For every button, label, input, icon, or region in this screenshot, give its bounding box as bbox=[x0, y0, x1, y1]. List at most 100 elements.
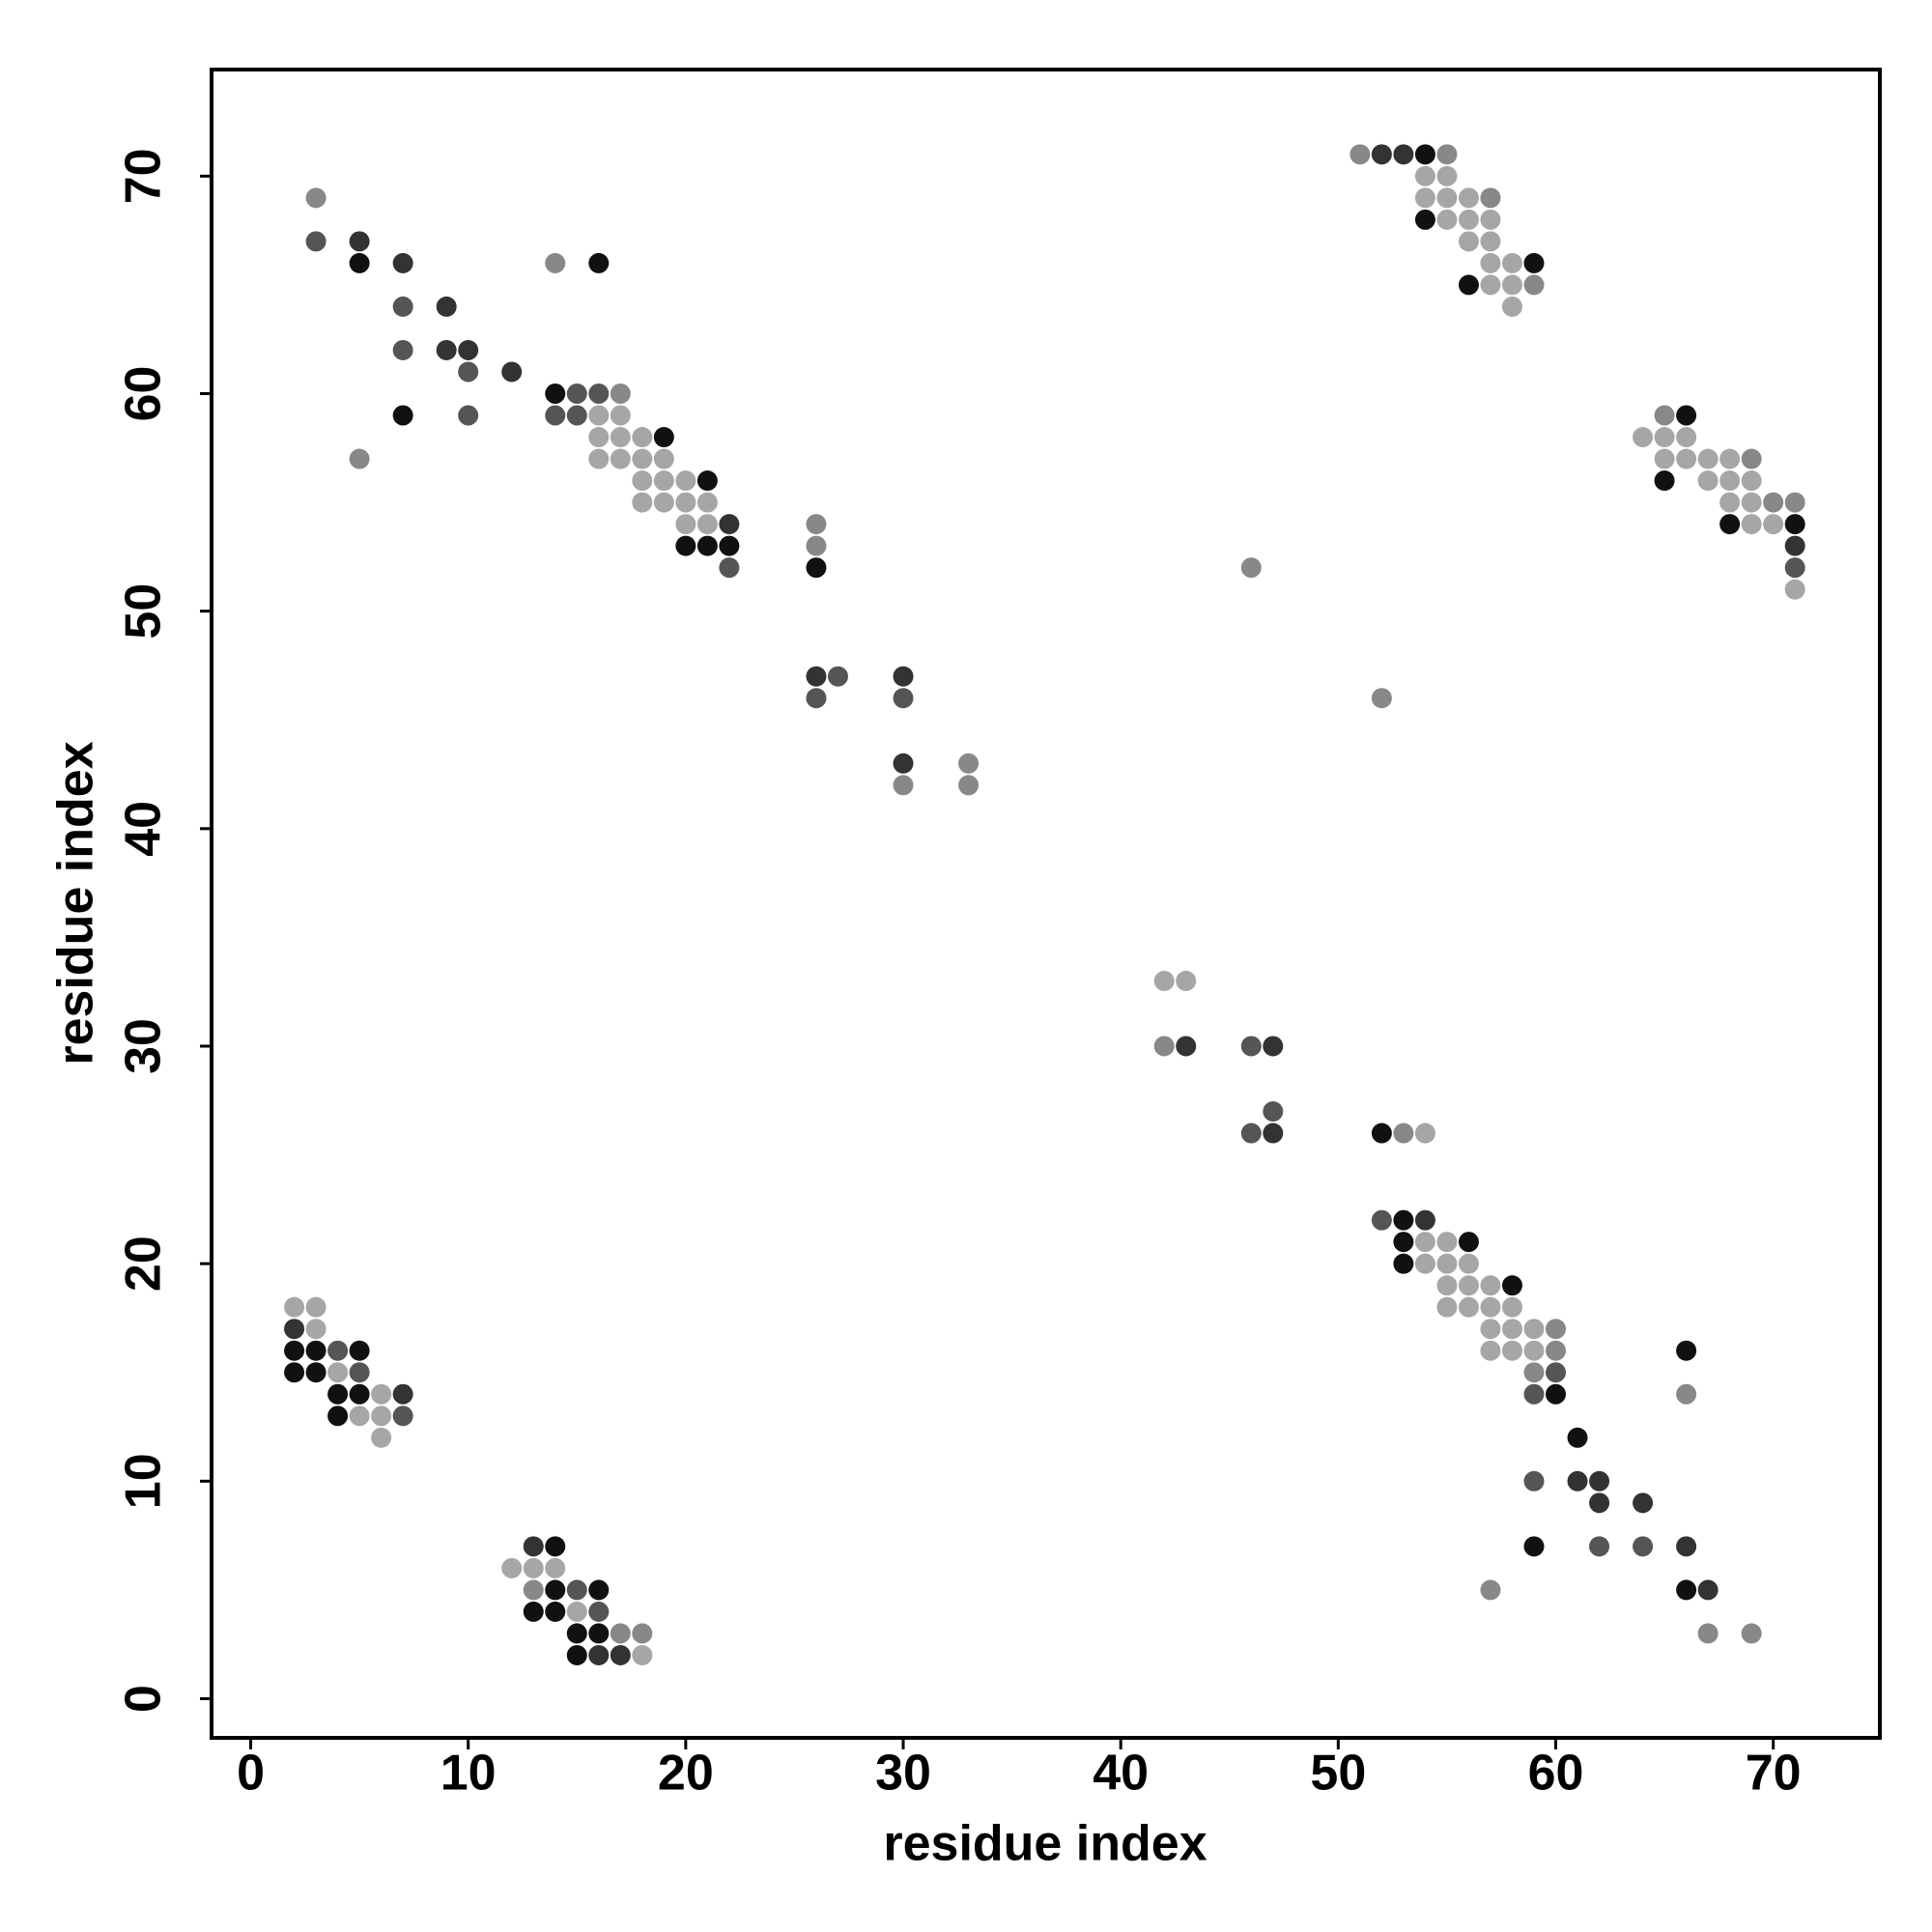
point bbox=[566, 1601, 587, 1622]
point bbox=[696, 470, 718, 492]
y-tick-label: 50 bbox=[116, 583, 172, 639]
point bbox=[305, 1319, 327, 1340]
plot-frame bbox=[210, 68, 1882, 1740]
point bbox=[545, 405, 566, 426]
x-tick-label: 30 bbox=[875, 1746, 931, 1802]
point bbox=[327, 1362, 349, 1383]
point bbox=[653, 492, 674, 513]
point bbox=[1763, 514, 1784, 535]
point bbox=[392, 339, 413, 360]
point bbox=[1458, 209, 1479, 230]
point bbox=[305, 1362, 327, 1383]
point bbox=[523, 1536, 544, 1557]
point bbox=[1697, 1623, 1719, 1644]
point bbox=[696, 535, 718, 556]
point bbox=[1741, 514, 1762, 535]
point bbox=[1414, 1209, 1435, 1231]
point bbox=[893, 753, 914, 774]
point bbox=[632, 1623, 653, 1644]
point bbox=[1436, 144, 1458, 165]
point bbox=[1523, 1340, 1545, 1361]
point bbox=[305, 231, 327, 252]
x-axis-title: residue index bbox=[883, 1816, 1207, 1872]
point bbox=[632, 470, 653, 492]
point bbox=[392, 296, 413, 317]
point bbox=[566, 1579, 587, 1601]
point bbox=[588, 1601, 610, 1622]
point bbox=[1719, 492, 1741, 513]
point bbox=[1414, 1232, 1435, 1253]
point bbox=[566, 405, 587, 426]
point bbox=[1176, 970, 1197, 991]
point bbox=[806, 666, 827, 687]
point bbox=[1458, 1275, 1479, 1296]
point bbox=[1371, 144, 1392, 165]
point bbox=[284, 1319, 305, 1340]
point bbox=[1263, 1036, 1284, 1057]
point bbox=[1393, 1253, 1414, 1274]
point bbox=[1480, 1579, 1501, 1601]
point bbox=[1523, 274, 1545, 296]
point bbox=[1676, 1340, 1697, 1361]
point bbox=[501, 1557, 523, 1578]
point bbox=[1480, 252, 1501, 273]
point bbox=[1741, 1623, 1762, 1644]
point bbox=[806, 535, 827, 556]
point bbox=[1654, 427, 1675, 448]
point bbox=[327, 1340, 349, 1361]
point bbox=[610, 448, 631, 469]
point bbox=[1414, 1122, 1435, 1144]
point bbox=[501, 361, 523, 383]
point bbox=[653, 470, 674, 492]
point bbox=[1546, 1319, 1567, 1340]
point bbox=[327, 1406, 349, 1427]
point bbox=[458, 405, 479, 426]
point bbox=[1414, 209, 1435, 230]
point bbox=[653, 448, 674, 469]
point bbox=[305, 187, 327, 209]
point bbox=[1414, 1253, 1435, 1274]
point bbox=[371, 1383, 392, 1405]
point bbox=[1436, 1296, 1458, 1318]
point bbox=[1633, 1536, 1654, 1557]
point bbox=[806, 688, 827, 709]
point bbox=[588, 1579, 610, 1601]
point bbox=[458, 361, 479, 383]
point bbox=[588, 252, 610, 273]
point bbox=[827, 666, 848, 687]
point bbox=[1676, 405, 1697, 426]
x-tick-label: 10 bbox=[440, 1746, 497, 1802]
point bbox=[349, 252, 370, 273]
y-tick-label: 30 bbox=[116, 1018, 172, 1074]
point bbox=[349, 1340, 370, 1361]
point bbox=[1589, 1492, 1610, 1514]
point bbox=[588, 448, 610, 469]
point bbox=[1697, 448, 1719, 469]
point bbox=[1501, 274, 1522, 296]
point bbox=[653, 427, 674, 448]
point bbox=[1480, 1319, 1501, 1340]
point bbox=[1523, 252, 1545, 273]
point bbox=[1523, 1319, 1545, 1340]
point bbox=[588, 427, 610, 448]
point bbox=[1436, 1275, 1458, 1296]
point bbox=[545, 383, 566, 404]
point bbox=[1263, 1101, 1284, 1122]
point bbox=[1436, 1232, 1458, 1253]
point bbox=[1697, 1579, 1719, 1601]
point bbox=[893, 688, 914, 709]
point bbox=[1480, 1296, 1501, 1318]
point bbox=[371, 1406, 392, 1427]
point bbox=[566, 1644, 587, 1665]
point bbox=[1436, 187, 1458, 209]
point bbox=[392, 252, 413, 273]
point bbox=[523, 1601, 544, 1622]
point bbox=[1176, 1036, 1197, 1057]
point bbox=[1741, 448, 1762, 469]
point bbox=[1240, 557, 1262, 579]
point bbox=[1567, 1427, 1588, 1448]
point bbox=[1371, 1122, 1392, 1144]
point bbox=[893, 775, 914, 796]
point bbox=[1633, 427, 1654, 448]
